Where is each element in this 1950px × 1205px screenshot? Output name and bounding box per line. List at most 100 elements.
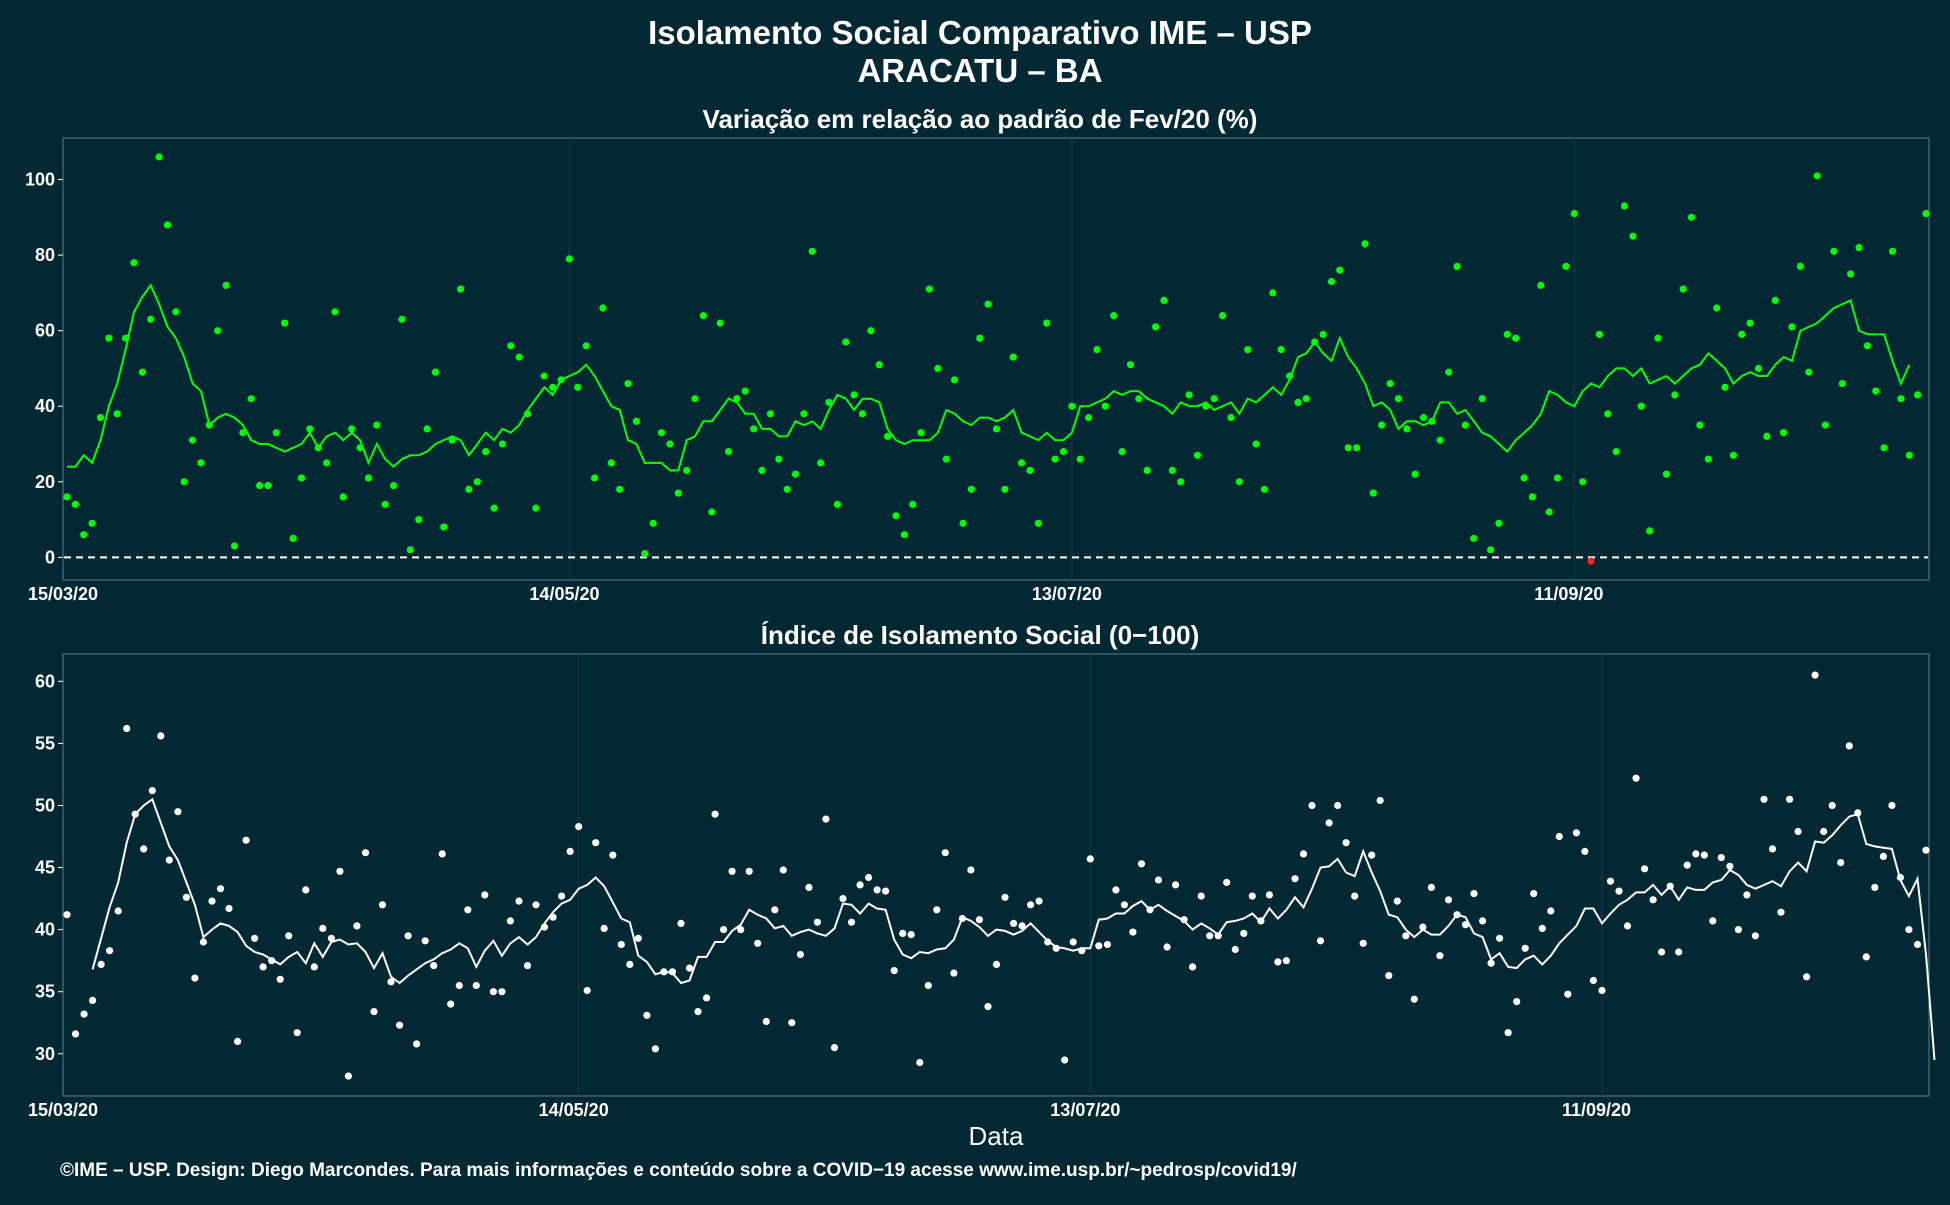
bottom-data-point — [1146, 906, 1154, 914]
bottom-y-tick-label: 35 — [35, 982, 55, 1002]
top-panel-frame — [62, 137, 1930, 581]
top-data-point — [557, 376, 565, 384]
top-data-point — [1160, 296, 1168, 304]
top-data-point — [105, 334, 113, 342]
top-data-point — [1152, 323, 1160, 331]
top-data-point — [390, 482, 398, 490]
bottom-data-point — [1675, 948, 1683, 956]
bottom-data-point — [805, 883, 813, 892]
top-data-point — [1729, 451, 1737, 459]
top-x-tick-label: 13/07/20 — [1032, 584, 1102, 604]
bottom-data-point — [967, 866, 975, 874]
bottom-data-point — [1564, 990, 1572, 998]
bottom-data-point — [1862, 953, 1870, 961]
top-y-tick-label: 80 — [35, 245, 55, 265]
top-data-point — [256, 482, 264, 490]
bottom-x-tick-label: 15/03/20 — [28, 1100, 98, 1120]
top-data-point — [657, 429, 666, 437]
top-data-point — [549, 383, 557, 391]
bottom-data-point — [1129, 928, 1137, 936]
top-data-point — [415, 516, 423, 524]
bottom-data-point — [703, 994, 711, 1002]
top-data-point — [1553, 474, 1562, 482]
top-data-point — [1461, 421, 1469, 429]
bottom-data-point — [1334, 801, 1342, 810]
bottom-data-point — [80, 1010, 88, 1018]
bottom-data-point — [558, 892, 566, 900]
top-data-point — [825, 398, 833, 406]
bottom-data-point — [1214, 932, 1222, 940]
top-data-point — [691, 395, 699, 403]
top-data-point — [708, 508, 716, 516]
top-data-point — [306, 425, 314, 433]
bottom-data-point — [1368, 851, 1376, 859]
top-data-point — [465, 485, 473, 493]
top-data-point — [791, 470, 800, 478]
bottom-data-point — [651, 1045, 660, 1053]
top-data-point — [138, 368, 146, 376]
bottom-data-point — [677, 919, 685, 928]
bottom-data-point — [1223, 878, 1231, 887]
bottom-data-point — [1197, 892, 1205, 900]
bottom-data-point — [498, 988, 506, 996]
bottom-data-point — [737, 926, 745, 934]
bottom-data-point — [822, 815, 830, 823]
top-data-point — [1059, 448, 1068, 456]
top-data-point — [1796, 262, 1804, 270]
top-data-point — [666, 440, 674, 448]
top-data-point — [724, 448, 733, 456]
bottom-data-point — [1240, 929, 1248, 938]
bottom-data-point — [1777, 908, 1785, 916]
bottom-y-tick-label: 50 — [35, 795, 55, 815]
top-data-point — [440, 523, 448, 531]
bottom-data-point — [199, 938, 207, 946]
top-data-point — [314, 444, 322, 452]
top-data-point — [1520, 474, 1528, 482]
bottom-data-point — [1837, 859, 1845, 867]
bottom-data-point — [165, 856, 173, 864]
top-data-point — [1788, 323, 1796, 331]
top-data-point — [239, 429, 247, 437]
top-data-point — [1914, 391, 1922, 399]
top-data-point — [1286, 372, 1294, 380]
top-data-point — [867, 327, 875, 335]
bottom-data-point — [1922, 846, 1930, 854]
top-data-point — [1319, 330, 1327, 338]
top-data-point — [1713, 304, 1721, 312]
top-data-point — [205, 421, 213, 429]
bottom-data-point — [1086, 855, 1094, 863]
bottom-data-point — [1658, 948, 1666, 956]
bottom-data-point — [592, 839, 600, 847]
top-data-point — [222, 281, 230, 289]
top-data-point — [1244, 346, 1252, 354]
bottom-data-point — [1461, 921, 1470, 929]
bottom-data-point — [694, 1008, 702, 1016]
bottom-data-point — [1811, 671, 1819, 679]
bottom-data-point — [1189, 963, 1197, 971]
top-moving-average-line — [67, 283, 1911, 472]
bottom-data-point — [148, 787, 156, 795]
bottom-data-point — [933, 906, 941, 914]
top-data-point — [951, 376, 959, 384]
top-data-point — [96, 414, 105, 422]
bottom-data-point — [1854, 809, 1862, 817]
bottom-data-point — [131, 810, 139, 818]
top-panel-title: Variação em relação ao padrão de Fev/20 … — [703, 104, 1258, 134]
top-data-point — [1235, 478, 1243, 486]
top-data-point — [339, 493, 347, 501]
bottom-data-point — [216, 885, 225, 893]
top-data-point — [1478, 395, 1486, 403]
bottom-data-point — [1112, 886, 1120, 894]
bottom-data-point — [97, 960, 105, 969]
top-y-tick-label: 60 — [35, 321, 55, 341]
top-data-point — [1018, 459, 1026, 467]
top-data-point — [641, 550, 649, 558]
bottom-data-point — [1666, 882, 1674, 890]
bottom-data-point — [234, 1037, 242, 1045]
bottom-data-point — [1692, 850, 1700, 858]
top-data-point — [733, 395, 741, 403]
x-axis-label: Data — [969, 1121, 1024, 1151]
top-data-point — [934, 364, 942, 372]
top-data-point — [1595, 330, 1603, 338]
bottom-data-point — [1359, 939, 1367, 947]
